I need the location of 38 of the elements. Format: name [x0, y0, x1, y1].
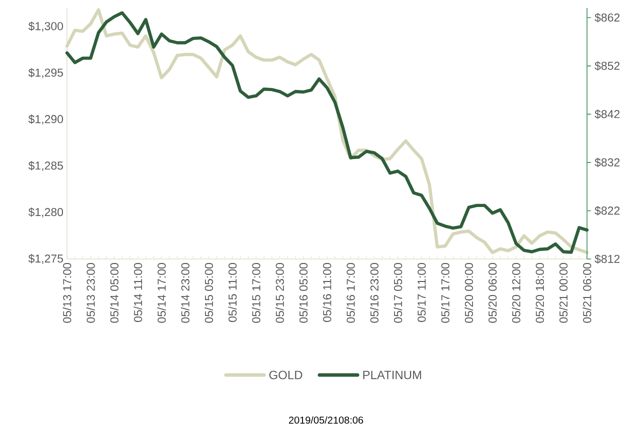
x-tick-label: 05/16 11:00 — [322, 262, 332, 322]
x-tick-label: 05/21 06:00 — [582, 263, 592, 323]
x-tick-label: 05/15 05:00 — [204, 263, 214, 323]
y-tick-label: $1,290 — [28, 114, 64, 125]
x-tick-label: 05/16 05:00 — [299, 263, 308, 323]
x-tick-label: 05/13 23:00 — [86, 263, 95, 323]
y-tick-label: $1,285 — [28, 161, 63, 172]
x-tick-label: 05/14 17:00 — [157, 263, 166, 323]
x-tick-label: 05/16 23:00 — [370, 263, 378, 323]
y2-tick-label: $852 — [594, 61, 620, 71]
x-tick-label: 05/17 05:00 — [394, 263, 402, 323]
x-tick-label: 05/20 18:00 — [536, 263, 544, 323]
y2-tick-label: $842 — [594, 110, 620, 119]
x-tick-label: 05/20 00:00 — [464, 263, 474, 323]
x-tick-label: 05/15 17:00 — [252, 263, 260, 323]
x-tick-label: 05/15 23:00 — [276, 263, 284, 323]
x-tick-label: 05/21 00:00 — [559, 263, 568, 323]
y-tick-label: $1,275 — [28, 254, 63, 264]
y-tick-label: $1,280 — [28, 208, 64, 218]
legend-label: PLATINUM — [363, 370, 422, 380]
x-tick-label: 05/14 23:00 — [180, 263, 190, 323]
x-tick-label: 05/16 17:00 — [346, 263, 355, 323]
text: 2019/05/2108:06 — [288, 416, 364, 424]
y2-tick-label: $822 — [594, 206, 620, 216]
y-tick-label: $1,295 — [28, 68, 63, 78]
x-tick-label: 05/14 05:00 — [110, 263, 118, 323]
x-tick-label: 05/17 11:00 — [417, 262, 426, 322]
x-tick-label: 05/14 11:00 — [134, 262, 142, 322]
x-tick-label: 05/20 06:00 — [488, 263, 497, 323]
y2-tick-label: $862 — [594, 13, 620, 22]
y2-tick-label: $832 — [594, 158, 620, 168]
legend-label: GOLD — [269, 370, 302, 380]
x-tick-label: 05/15 11:00 — [228, 262, 237, 322]
x-tick-label: 05/20 12:00 — [512, 263, 520, 323]
y-tick-label: $1,300 — [28, 22, 64, 32]
x-tick-label: 05/17 17:00 — [440, 263, 450, 323]
y2-tick-label: $812 — [594, 254, 620, 264]
x-tick-label: 05/13 17:00 — [62, 263, 72, 323]
